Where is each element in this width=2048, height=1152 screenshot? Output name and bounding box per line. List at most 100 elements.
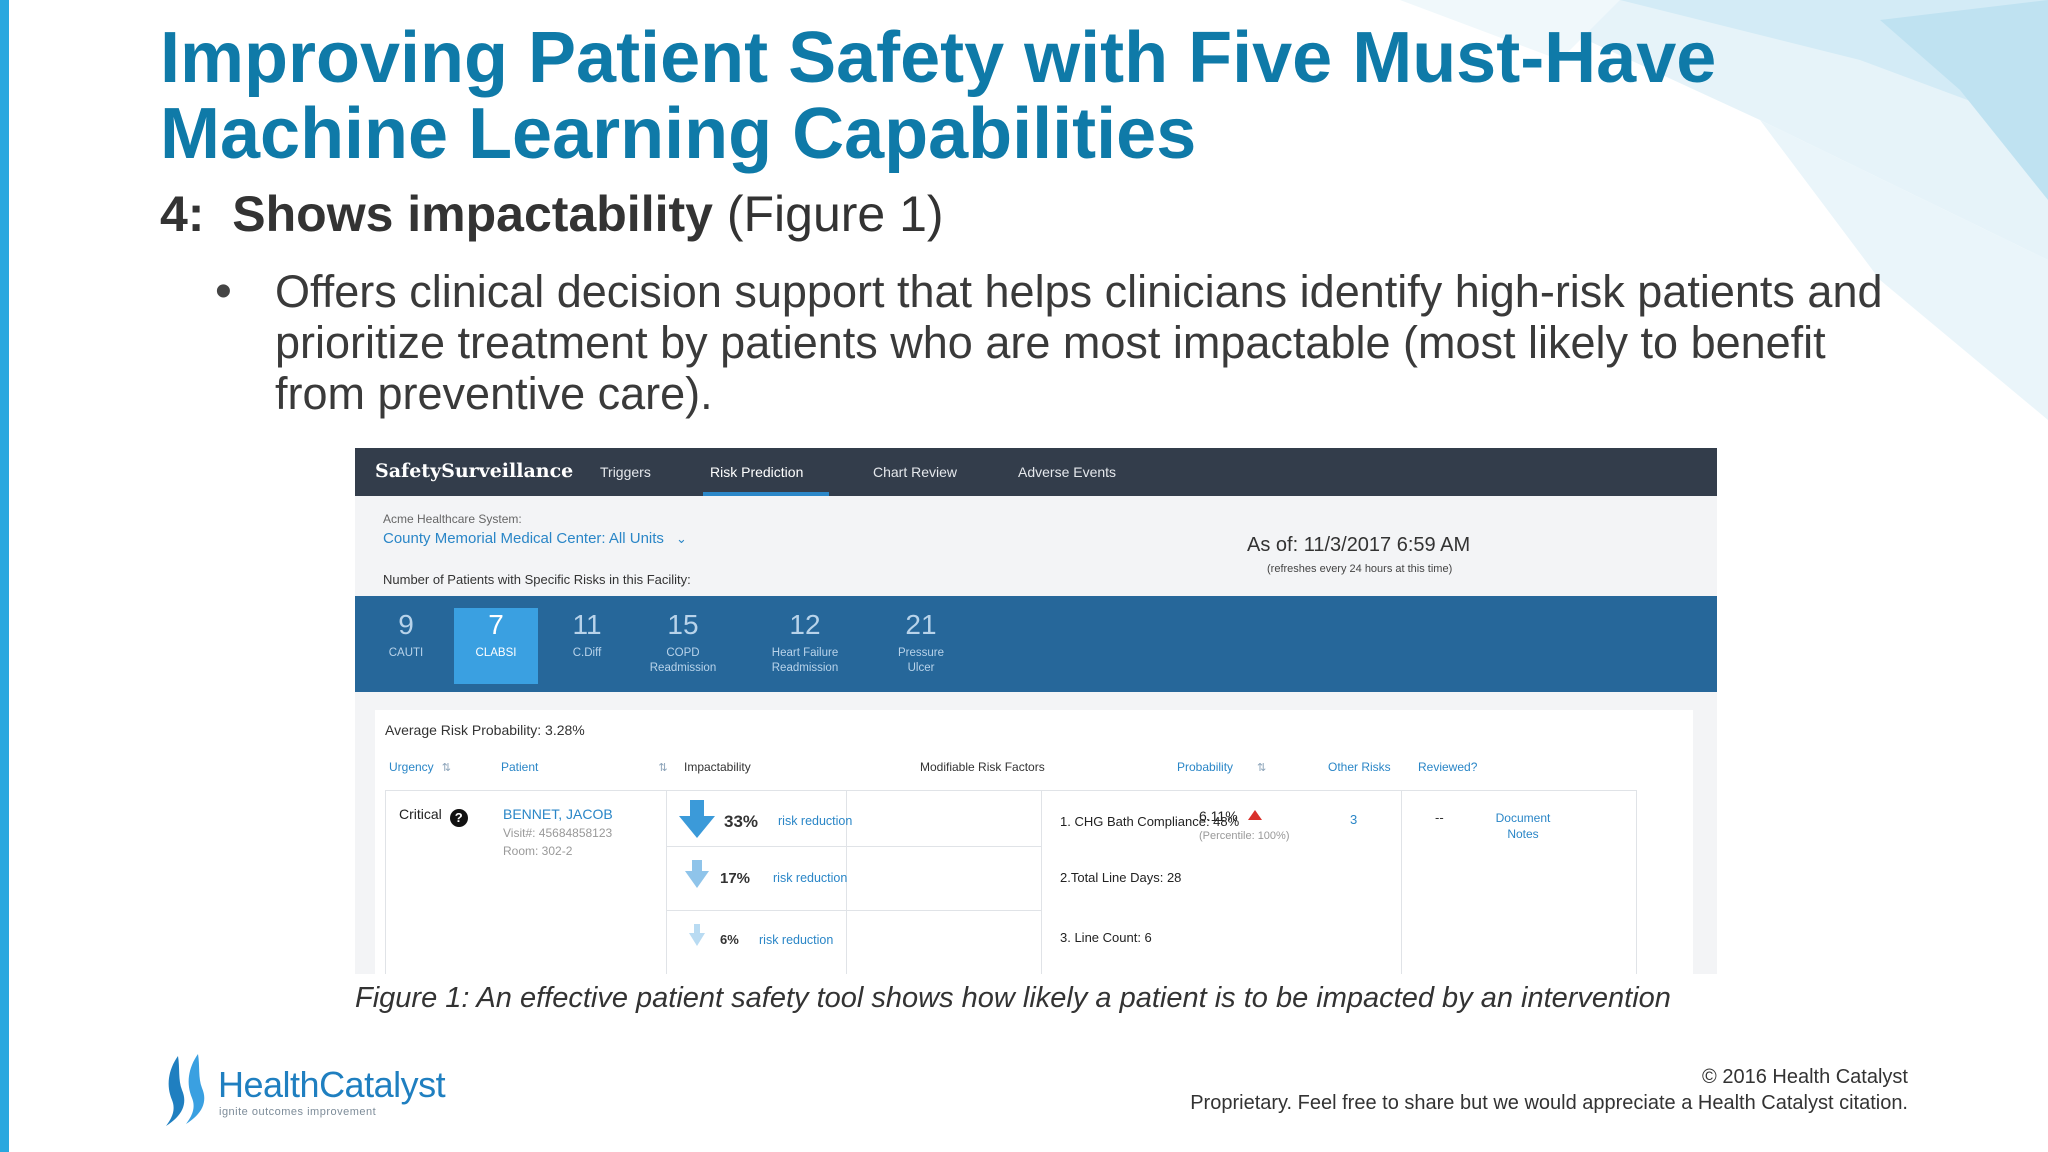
risk-count: 12 bbox=[789, 609, 821, 640]
subtitle-bold: Shows impactability bbox=[232, 186, 713, 242]
trend-up-icon bbox=[1247, 810, 1262, 820]
risk-tab-cdiff[interactable]: 11 C.Diff bbox=[547, 608, 627, 684]
reviewed-value: -- bbox=[1435, 810, 1444, 825]
nav-tab-chart-review[interactable]: Chart Review bbox=[873, 464, 958, 480]
patient-room: Room: 302-2 bbox=[503, 844, 573, 858]
health-catalyst-logo-text: HealthCatalyst bbox=[218, 1064, 446, 1105]
refresh-note: (refreshes every 24 hours at this time) bbox=[1267, 563, 1453, 575]
risk-count: 11 bbox=[572, 609, 602, 640]
app-brand[interactable]: SafetySurveillance bbox=[375, 460, 574, 482]
bullet-text: Offers clinical decision support that he… bbox=[275, 266, 1883, 419]
column-divider bbox=[1401, 790, 1402, 974]
patient-name-link[interactable]: BENNET, JACOB bbox=[503, 806, 613, 822]
document-notes-link[interactable]: Document Notes bbox=[1483, 810, 1563, 842]
patient-visit-number: Visit#: 45684858123 bbox=[503, 826, 613, 840]
risk-tab-pressure-ulcer[interactable]: 21 Pressure Ulcer bbox=[877, 608, 965, 684]
doc-notes-line-2: Notes bbox=[1507, 827, 1539, 841]
risk-label: CLABSI bbox=[475, 647, 517, 659]
column-header-probability[interactable]: Probability ⇅ bbox=[1177, 760, 1266, 774]
arrow-down-icon bbox=[679, 800, 715, 838]
column-label: Urgency bbox=[389, 760, 434, 774]
risk-factor-item: 1. CHG Bath Compliance: 48% bbox=[1060, 814, 1240, 829]
risk-tab-clabsi[interactable]: 7 CLABSI bbox=[454, 608, 538, 684]
column-divider bbox=[846, 790, 847, 974]
facility-select-value: County Memorial Medical Center: All Unit… bbox=[383, 530, 664, 547]
risk-label: C.Diff bbox=[572, 647, 602, 659]
sort-icon[interactable]: ⇅ bbox=[441, 762, 451, 774]
probability-cell: 6.11% bbox=[1199, 808, 1262, 824]
arrow-down-icon bbox=[685, 860, 709, 888]
risk-label-2: Readmission bbox=[649, 662, 717, 674]
column-divider bbox=[1041, 790, 1042, 974]
impact-percent: 33% bbox=[724, 812, 759, 831]
help-icon[interactable]: ? bbox=[449, 809, 468, 827]
table-row[interactable] bbox=[385, 790, 1637, 974]
risk-tab-copd-readmission[interactable]: 15 COPD Readmission bbox=[635, 608, 731, 684]
risk-reduction-link[interactable]: risk reduction bbox=[759, 933, 834, 947]
facility-system-label: Acme Healthcare System: bbox=[383, 512, 522, 526]
risk-label: Pressure bbox=[897, 647, 945, 659]
subtitle-number: 4: bbox=[160, 186, 205, 242]
risk-table-panel: Average Risk Probability: 3.28% Urgency ⇅… bbox=[375, 710, 1693, 974]
bullet-marker: • bbox=[215, 265, 232, 318]
left-accent-bar bbox=[0, 0, 9, 1152]
nav-tab-adverse-events[interactable]: Adverse Events bbox=[1018, 464, 1117, 480]
risk-count: 9 bbox=[398, 609, 414, 640]
percentile-value: (Percentile: 100%) bbox=[1199, 830, 1290, 842]
risk-label: COPD bbox=[666, 647, 700, 659]
risk-label-2: Readmission bbox=[771, 662, 839, 674]
nav-tab-triggers[interactable]: Triggers bbox=[600, 464, 651, 480]
patient-count-label: Number of Patients with Specific Risks i… bbox=[383, 572, 691, 587]
as-of-timestamp: As of: 11/3/2017 6:59 AM bbox=[1247, 534, 1471, 556]
column-header-patient[interactable]: Patient ⇅ bbox=[501, 760, 668, 774]
health-catalyst-logo-icon bbox=[166, 1054, 205, 1126]
other-risks-link[interactable]: 3 bbox=[1350, 812, 1358, 827]
average-risk-probability: Average Risk Probability: 3.28% bbox=[385, 722, 585, 738]
title-line-1: Improving Patient Safety with Five Must-… bbox=[160, 18, 1717, 98]
risk-label-2: Ulcer bbox=[907, 662, 935, 674]
top-nav-bar: SafetySurveillance Triggers Risk Predict… bbox=[355, 448, 1717, 496]
row-divider bbox=[666, 910, 1041, 911]
nav-tab-risk-prediction[interactable]: Risk Prediction bbox=[710, 464, 804, 480]
slide-subtitle: 4: Shows impactability (Figure 1) bbox=[160, 186, 944, 242]
subtitle-rest: (Figure 1) bbox=[726, 186, 944, 242]
risk-count: 7 bbox=[488, 609, 504, 640]
risk-factor-item: 3. Line Count: 6 bbox=[1060, 930, 1152, 945]
column-divider bbox=[666, 790, 667, 974]
slide-title: Improving Patient Safety with Five Must-… bbox=[160, 20, 2020, 172]
chevron-down-icon[interactable]: ⌄ bbox=[675, 531, 687, 546]
sort-icon[interactable]: ⇅ bbox=[1257, 762, 1267, 774]
risk-label: Heart Failure bbox=[771, 647, 839, 659]
figure-caption: Figure 1: An effective patient safety to… bbox=[355, 982, 1671, 1014]
risk-tabs-band: 9 CAUTI 7 CLABSI 11 C.Diff 15 COPD Readm… bbox=[355, 596, 1717, 692]
risk-count: 15 bbox=[667, 609, 699, 640]
column-header-other-risks[interactable]: Other Risks bbox=[1328, 760, 1391, 774]
column-header-modifiable-risk-factors: Modifiable Risk Factors bbox=[920, 760, 1045, 774]
title-line-2: Machine Learning Capabilities bbox=[160, 94, 1197, 174]
sort-icon[interactable]: ⇅ bbox=[658, 762, 668, 774]
impact-percent: 6% bbox=[720, 932, 739, 947]
probability-value: 6.11% bbox=[1199, 808, 1238, 824]
impact-percent: 17% bbox=[720, 870, 751, 887]
arrow-down-icon bbox=[689, 924, 705, 946]
active-tab-underline bbox=[703, 492, 829, 496]
facility-select[interactable]: County Memorial Medical Center: All Unit… bbox=[383, 530, 687, 547]
doc-notes-line-1: Document bbox=[1495, 811, 1551, 825]
risk-tab-cauti[interactable]: 9 CAUTI bbox=[367, 608, 445, 684]
urgency-value: Critical bbox=[399, 806, 442, 822]
risk-tab-heart-failure-readmission[interactable]: 12 Heart Failure Readmission bbox=[750, 608, 860, 684]
column-label: Patient bbox=[501, 760, 539, 774]
logo-tagline: ignite outcomes improvement bbox=[219, 1106, 377, 1118]
column-header-impactability: Impactability bbox=[684, 760, 751, 774]
row-divider bbox=[846, 846, 1041, 847]
risk-count: 21 bbox=[905, 609, 937, 640]
risk-label: CAUTI bbox=[388, 647, 424, 659]
risk-reduction-link[interactable]: risk reduction bbox=[773, 871, 848, 885]
risk-reduction-link[interactable]: risk reduction bbox=[778, 814, 853, 828]
column-header-reviewed[interactable]: Reviewed? bbox=[1418, 760, 1478, 774]
copyright-text: © 2016 Health Catalyst bbox=[1702, 1066, 1908, 1088]
column-label: Probability bbox=[1177, 760, 1234, 774]
column-header-urgency[interactable]: Urgency ⇅ bbox=[389, 760, 451, 774]
risk-factor-item: 2.Total Line Days: 28 bbox=[1060, 870, 1182, 885]
